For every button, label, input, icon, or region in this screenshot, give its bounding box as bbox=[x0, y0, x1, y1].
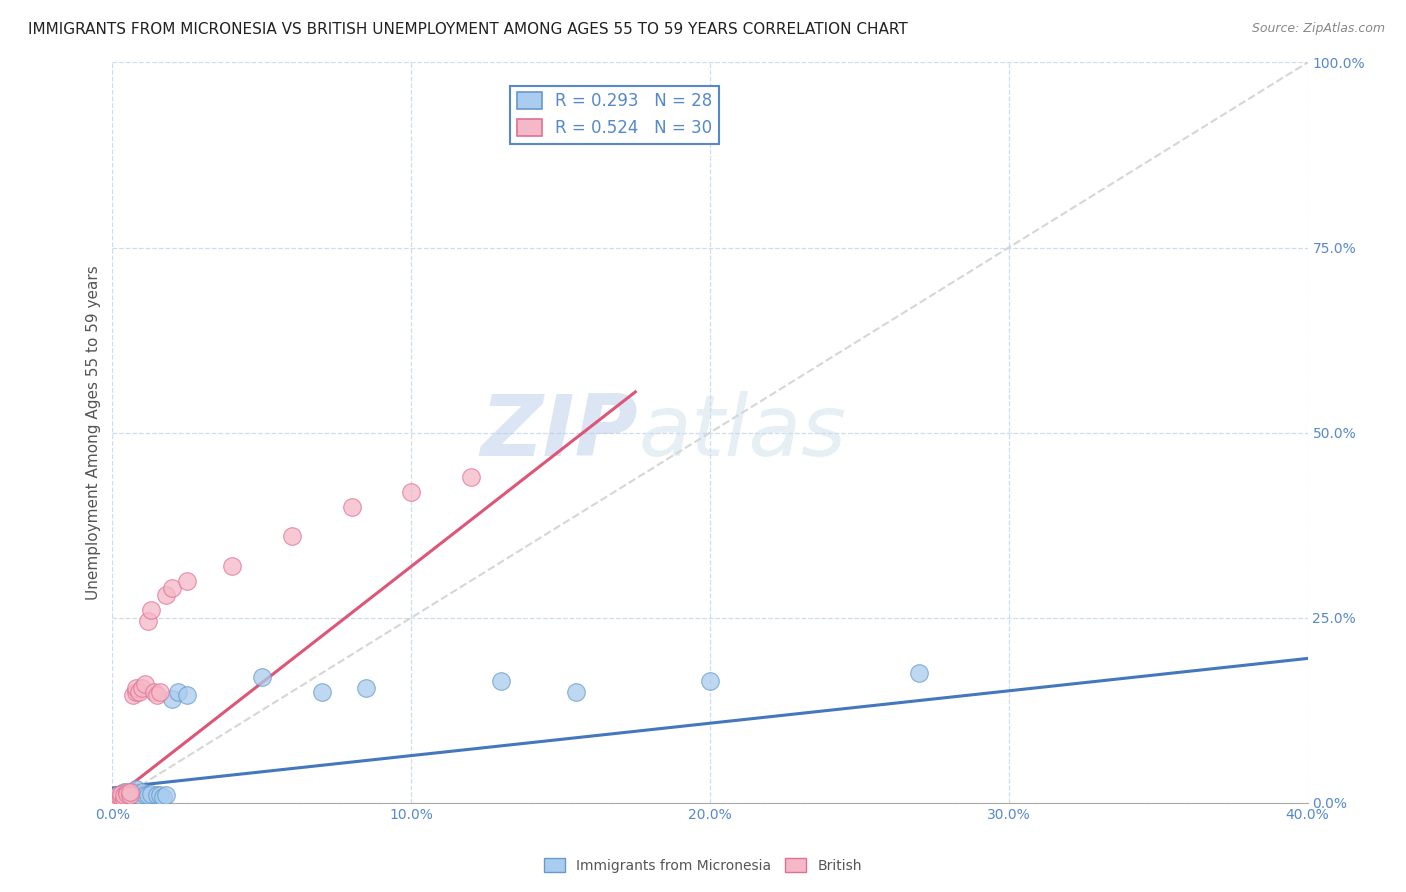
Point bbox=[110, 787, 132, 801]
Point bbox=[176, 689, 198, 703]
Point bbox=[117, 787, 139, 801]
Point bbox=[107, 789, 129, 803]
Point bbox=[176, 574, 198, 588]
Point bbox=[104, 792, 127, 806]
Point bbox=[128, 789, 150, 803]
Point bbox=[908, 666, 931, 681]
Point bbox=[155, 789, 177, 803]
Point bbox=[122, 785, 145, 799]
Point bbox=[162, 581, 183, 595]
Point bbox=[138, 789, 160, 803]
Point bbox=[143, 685, 166, 699]
Point bbox=[356, 681, 378, 695]
Point bbox=[107, 789, 129, 803]
Point bbox=[117, 785, 139, 799]
Point bbox=[120, 789, 142, 803]
Legend: Immigrants from Micronesia, British: Immigrants from Micronesia, British bbox=[538, 852, 868, 879]
Point bbox=[250, 670, 273, 684]
Point bbox=[167, 685, 190, 699]
Point bbox=[152, 789, 174, 804]
Point bbox=[131, 681, 153, 695]
Point bbox=[146, 789, 169, 803]
Point bbox=[114, 789, 135, 803]
Point bbox=[107, 792, 129, 806]
Point bbox=[110, 789, 132, 804]
Y-axis label: Unemployment Among Ages 55 to 59 years: Unemployment Among Ages 55 to 59 years bbox=[86, 265, 101, 600]
Point bbox=[104, 794, 127, 808]
Point bbox=[114, 792, 135, 806]
Point bbox=[120, 789, 142, 803]
Point bbox=[564, 685, 586, 699]
Point bbox=[125, 681, 148, 695]
Point bbox=[311, 685, 333, 699]
Text: Source: ZipAtlas.com: Source: ZipAtlas.com bbox=[1251, 22, 1385, 36]
Point bbox=[134, 789, 156, 803]
Point bbox=[460, 470, 482, 484]
Point bbox=[117, 787, 139, 801]
Point bbox=[146, 689, 169, 703]
Point bbox=[489, 673, 512, 688]
Point bbox=[134, 677, 156, 691]
Text: ZIP: ZIP bbox=[481, 391, 638, 475]
Legend: R = 0.293   N = 28, R = 0.524   N = 30: R = 0.293 N = 28, R = 0.524 N = 30 bbox=[510, 86, 718, 144]
Point bbox=[340, 500, 363, 514]
Point bbox=[141, 787, 163, 801]
Point bbox=[401, 484, 423, 499]
Point bbox=[149, 685, 172, 699]
Point bbox=[149, 789, 172, 803]
Point bbox=[128, 685, 150, 699]
Point bbox=[162, 692, 183, 706]
Point bbox=[122, 689, 145, 703]
Point bbox=[281, 529, 304, 543]
Text: atlas: atlas bbox=[638, 391, 846, 475]
Point bbox=[125, 685, 148, 699]
Point bbox=[141, 603, 163, 617]
Point bbox=[138, 615, 160, 629]
Point bbox=[699, 673, 721, 688]
Point bbox=[155, 589, 177, 603]
Point bbox=[110, 789, 132, 804]
Point bbox=[125, 782, 148, 797]
Point bbox=[117, 789, 139, 804]
Point bbox=[221, 558, 243, 573]
Text: IMMIGRANTS FROM MICRONESIA VS BRITISH UNEMPLOYMENT AMONG AGES 55 TO 59 YEARS COR: IMMIGRANTS FROM MICRONESIA VS BRITISH UN… bbox=[28, 22, 908, 37]
Point bbox=[114, 785, 135, 799]
Point bbox=[120, 785, 142, 799]
Point bbox=[131, 785, 153, 799]
